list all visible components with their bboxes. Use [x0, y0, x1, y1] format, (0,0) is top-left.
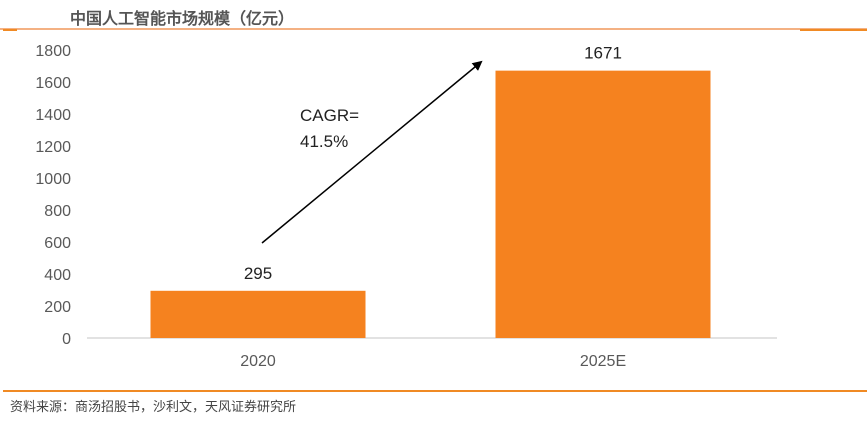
y-tick-label: 400: [44, 267, 71, 284]
y-tick-label: 1400: [35, 107, 71, 124]
bottom-divider: [3, 390, 867, 392]
y-tick-label: 0: [62, 331, 71, 348]
y-tick-label: 200: [44, 299, 71, 316]
cagr-arrow: [261, 60, 483, 244]
y-tick-label: 600: [44, 235, 71, 252]
y-tick-label: 1600: [35, 75, 71, 92]
bar-2020: [150, 290, 366, 338]
top-divider-accent-left: [3, 29, 17, 31]
y-tick-label: 1000: [35, 171, 71, 188]
x-tick-label: 2020: [240, 353, 276, 370]
data-label: 295: [244, 264, 272, 283]
cagr-label-line1: CAGR=: [300, 106, 359, 125]
cagr-label-line2: 41.5%: [300, 132, 348, 151]
y-tick-label: 1200: [35, 139, 71, 156]
y-tick-label: 1800: [35, 43, 71, 60]
x-tick-label: 2025E: [580, 353, 626, 370]
y-tick-label: 800: [44, 203, 71, 220]
top-divider: [0, 28, 867, 30]
top-divider-accent-right: [800, 29, 867, 31]
data-label: 1671: [584, 44, 622, 63]
source-note: 资料来源：商汤招股书，沙利文，天风证券研究所: [10, 400, 297, 415]
bar-2025E: [495, 70, 711, 338]
chart-title: 中国人工智能市场规模（亿元）: [70, 9, 295, 28]
